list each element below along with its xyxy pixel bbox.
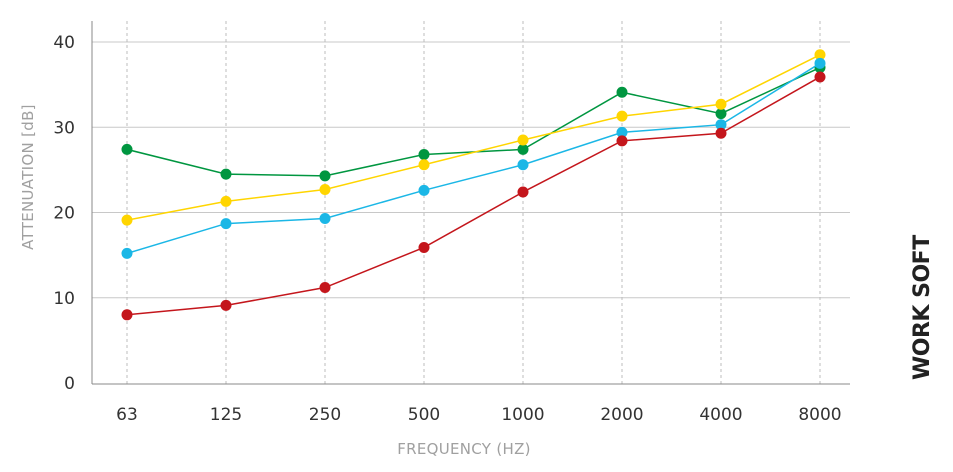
data-point — [319, 183, 331, 195]
grid — [92, 21, 850, 384]
brand-word-work: WORK — [910, 305, 935, 380]
series-line — [126, 54, 821, 221]
y-axis-title: ATTENUATION [dB] — [19, 104, 37, 250]
series-4 — [121, 71, 826, 321]
y-axis-title-unit: [dB] — [19, 104, 37, 137]
data-point — [319, 170, 331, 182]
data-point — [814, 49, 826, 61]
x-tick-label: 4000 — [699, 405, 742, 425]
data-point — [715, 108, 727, 120]
data-point — [517, 159, 529, 171]
y-tick-label: 20 — [53, 204, 75, 224]
y-tick-label: 0 — [64, 374, 75, 394]
data-point — [418, 159, 430, 171]
data-point — [715, 98, 727, 110]
x-tick-label: 500 — [408, 405, 440, 425]
data-point — [220, 168, 232, 180]
series-2 — [121, 49, 826, 226]
data-point — [814, 57, 826, 69]
series — [121, 49, 826, 321]
data-point — [418, 184, 430, 196]
series-3 — [121, 57, 826, 259]
data-point — [121, 214, 133, 226]
x-tick-labels: 63 125 250 500 1000 2000 4000 8000 — [116, 405, 841, 425]
data-point — [616, 86, 628, 98]
data-point — [814, 71, 826, 83]
data-point — [121, 247, 133, 259]
series-line — [126, 62, 821, 255]
x-tick-label: 2000 — [600, 405, 643, 425]
data-point — [121, 309, 133, 321]
y-tick-labels: 0 10 20 30 40 — [53, 33, 75, 394]
data-point — [220, 195, 232, 207]
data-point — [517, 186, 529, 198]
series-line — [126, 76, 821, 316]
x-tick-label: 63 — [116, 405, 138, 425]
data-point — [319, 212, 331, 224]
brand-word-soft: SOFT — [910, 235, 935, 298]
x-tick-label: 8000 — [798, 405, 841, 425]
data-point — [616, 126, 628, 138]
data-point — [319, 282, 331, 294]
x-axis-title: FREQUENCY (HZ) — [397, 440, 531, 458]
series-line — [126, 66, 821, 177]
y-tick-label: 30 — [53, 118, 75, 138]
data-point — [121, 143, 133, 155]
y-axis-title-name: ATTENUATION — [19, 142, 37, 250]
data-point — [517, 143, 529, 155]
x-tick-label: 250 — [309, 405, 341, 425]
y-tick-label: 40 — [53, 33, 75, 53]
axes — [91, 21, 850, 385]
y-tick-label: 10 — [53, 289, 75, 309]
data-point — [616, 135, 628, 147]
data-point — [418, 149, 430, 161]
data-point — [616, 110, 628, 122]
data-point — [715, 127, 727, 139]
data-point — [715, 119, 727, 131]
data-point — [220, 299, 232, 311]
x-tick-label: 1000 — [501, 405, 544, 425]
x-tick-label: 125 — [210, 405, 242, 425]
data-point — [220, 218, 232, 230]
data-point — [517, 134, 529, 146]
data-point — [418, 241, 430, 253]
